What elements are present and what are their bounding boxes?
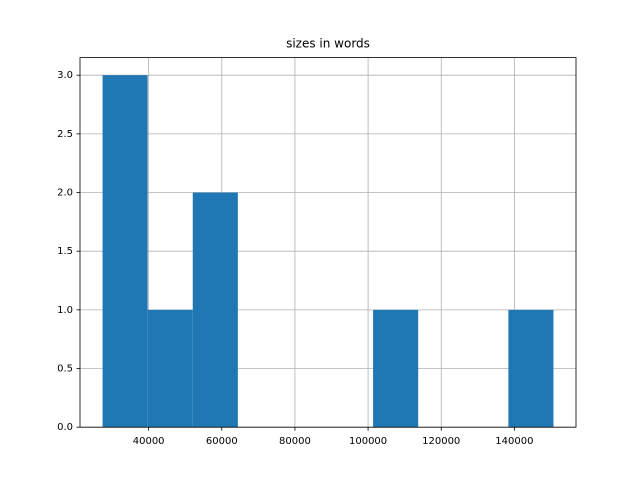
- bar: [102, 75, 148, 428]
- y-tick-label: 2.5: [57, 129, 73, 140]
- x-tick-label: 60000: [206, 436, 238, 447]
- bar: [147, 309, 193, 428]
- y-tick-label: 0.5: [57, 364, 73, 375]
- y-tick-label: 2.0: [57, 188, 73, 199]
- y-tick-label: 1.0: [57, 305, 73, 316]
- y-tick-label: 0.0: [57, 422, 73, 433]
- x-tick-label: 40000: [133, 436, 165, 447]
- bar: [373, 309, 419, 428]
- x-tick-label: 100000: [349, 436, 387, 447]
- y-tick-label: 3.0: [57, 70, 73, 81]
- axes-frame: [79, 57, 577, 428]
- bar: [508, 309, 554, 428]
- y-tick-label: 1.5: [57, 246, 73, 257]
- bar: [192, 192, 238, 428]
- x-tick-label: 140000: [495, 436, 533, 447]
- chart-title: sizes in words: [286, 37, 370, 51]
- x-tick-label: 80000: [279, 436, 311, 447]
- x-tick-label: 120000: [422, 436, 460, 447]
